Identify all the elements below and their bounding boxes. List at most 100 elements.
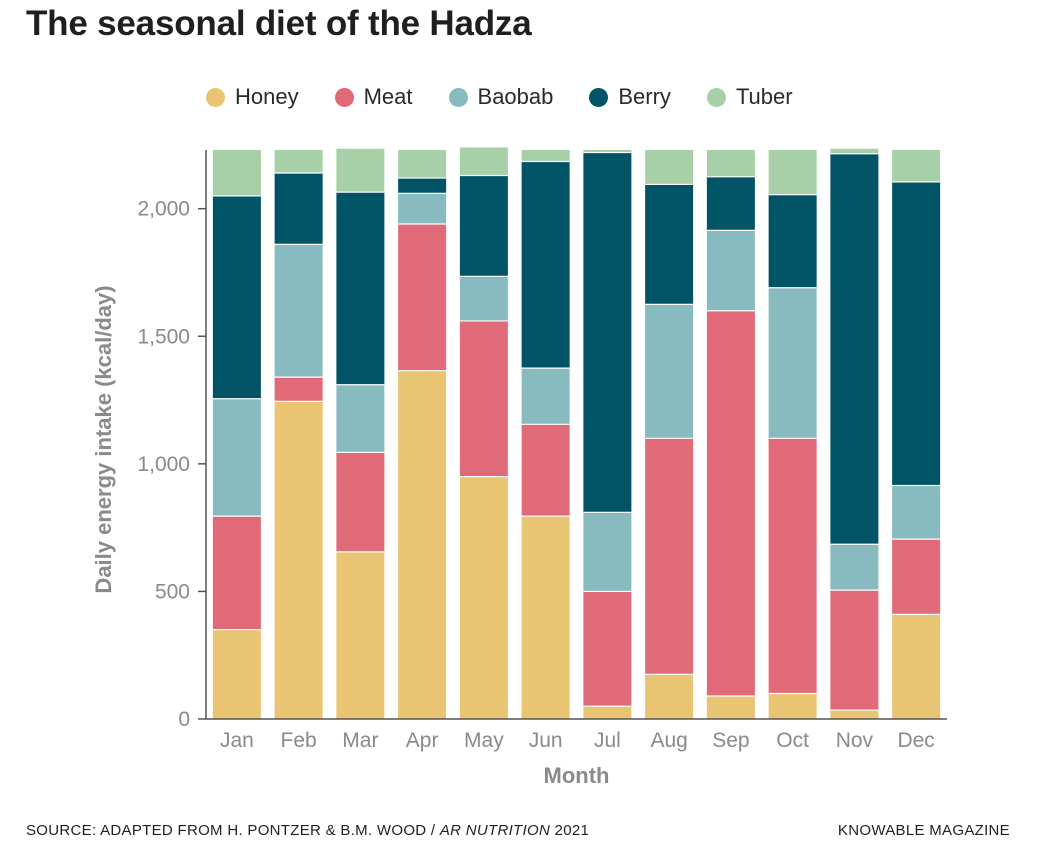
- bar-dec-tuber: [892, 150, 941, 182]
- bar-apr-honey: [398, 370, 447, 719]
- bar-aug-meat: [645, 438, 694, 675]
- bar-aug-tuber: [645, 150, 694, 185]
- bar-sep-meat: [706, 310, 755, 697]
- bar-feb-berry: [274, 172, 323, 245]
- bar-oct-tuber: [768, 150, 817, 195]
- legend-label-honey: Honey: [235, 84, 299, 109]
- source-year: 2021: [550, 822, 590, 839]
- chart-title: The seasonal diet of the Hadza: [26, 4, 532, 43]
- bar-sep-honey: [706, 696, 755, 719]
- bar-nov-berry: [830, 153, 879, 545]
- legend-label-berry: Berry: [618, 84, 671, 109]
- y-tick-label: 2,000: [137, 198, 190, 221]
- legend-swatch-baobab: [448, 87, 468, 107]
- source-credit: SOURCE: ADAPTED FROM H. PONTZER & B.M. W…: [26, 822, 589, 839]
- bar-apr-meat: [398, 224, 447, 371]
- bar-nov-meat: [830, 590, 879, 711]
- bar-jun-baobab: [521, 368, 570, 425]
- bar-feb-meat: [274, 377, 323, 402]
- bar-jul-meat: [583, 591, 632, 707]
- x-tick-label-nov: Nov: [836, 729, 874, 752]
- bar-oct-baobab: [768, 287, 817, 439]
- bar-sep-berry: [706, 176, 755, 231]
- bar-feb-honey: [274, 401, 323, 719]
- x-tick-label-jul: Jul: [594, 729, 621, 752]
- bar-may-meat: [459, 320, 508, 477]
- bar-apr-tuber: [398, 150, 447, 179]
- x-tick-label-jan: Jan: [220, 729, 254, 752]
- bar-oct-honey: [768, 693, 817, 719]
- bar-jun-berry: [521, 161, 570, 369]
- x-tick-label-jun: Jun: [529, 729, 563, 752]
- legend-swatch-berry: [589, 87, 609, 107]
- legend-item-tuber: Tuber: [706, 84, 793, 110]
- x-tick-label-oct: Oct: [776, 729, 809, 752]
- bar-may-baobab: [459, 276, 508, 321]
- bar-aug-berry: [645, 184, 694, 305]
- legend-item-honey: Honey: [206, 84, 299, 110]
- bar-oct-meat: [768, 438, 817, 694]
- bar-jan-berry: [212, 195, 261, 399]
- bar-aug-honey: [645, 674, 694, 719]
- bar-dec-meat: [892, 539, 941, 615]
- y-tick-label: 500: [155, 580, 190, 603]
- bar-jan-meat: [212, 516, 261, 630]
- bar-feb-tuber: [274, 150, 323, 173]
- bar-may-tuber: [459, 147, 508, 176]
- bar-may-honey: [459, 476, 508, 719]
- source-publication: AR NUTRITION: [439, 822, 551, 839]
- bar-mar-honey: [336, 551, 385, 719]
- legend-item-berry: Berry: [589, 84, 671, 110]
- y-tick-label: 0: [178, 708, 190, 731]
- bar-dec-baobab: [892, 485, 941, 540]
- bar-feb-baobab: [274, 244, 323, 378]
- bar-aug-baobab: [645, 304, 694, 439]
- bar-nov-baobab: [830, 544, 879, 591]
- source-text: SOURCE: ADAPTED FROM H. PONTZER & B.M. W…: [26, 822, 440, 839]
- bar-jan-tuber: [212, 150, 261, 196]
- bar-jun-honey: [521, 516, 570, 719]
- bar-jul-berry: [583, 152, 632, 513]
- bar-oct-berry: [768, 194, 817, 288]
- bar-mar-baobab: [336, 384, 385, 453]
- y-tick-label: 1,000: [137, 453, 190, 476]
- bar-mar-tuber: [336, 148, 385, 193]
- legend-label-meat: Meat: [363, 84, 413, 109]
- bar-dec-honey: [892, 614, 941, 719]
- bar-jul-baobab: [583, 512, 632, 592]
- bar-may-berry: [459, 175, 508, 277]
- bar-jul-honey: [583, 706, 632, 719]
- bar-sep-tuber: [706, 150, 755, 177]
- legend-swatch-meat: [334, 87, 354, 107]
- bar-apr-berry: [398, 178, 447, 194]
- y-tick-label: 1,500: [137, 325, 190, 348]
- legend-swatch-tuber: [706, 87, 726, 107]
- legend-label-tuber: Tuber: [735, 84, 793, 109]
- bar-dec-berry: [892, 181, 941, 486]
- legend-item-baobab: Baobab: [448, 84, 554, 110]
- bar-sep-baobab: [706, 230, 755, 311]
- bar-jan-honey: [212, 629, 261, 719]
- bar-mar-meat: [336, 452, 385, 552]
- bar-nov-tuber: [830, 148, 879, 154]
- bar-jun-tuber: [521, 150, 570, 162]
- x-tick-label-may: May: [464, 729, 504, 752]
- y-axis-label: Daily energy intake (kcal/day): [91, 285, 116, 593]
- stacked-bar-chart: Jan Feb Mar Apr May Jun Jul Aug Sep Oct Nov Dec 0 500…: [91, 147, 947, 788]
- legend-swatch-honey: [206, 87, 225, 107]
- brand-credit: KNOWABLE MAGAZINE: [837, 822, 1010, 839]
- chart-legend: Honey Meat Baobab Berry Tuber: [206, 82, 829, 112]
- x-tick-label-aug: Aug: [650, 729, 687, 752]
- x-axis-label: Month: [544, 763, 610, 788]
- bar-jul-tuber: [583, 150, 632, 153]
- bar-apr-baobab: [398, 193, 447, 224]
- legend-item-meat: Meat: [334, 84, 413, 110]
- bar-jan-baobab: [212, 398, 261, 517]
- x-tick-label-apr: Apr: [406, 729, 439, 752]
- x-tick-label-mar: Mar: [342, 729, 378, 752]
- x-tick-label-feb: Feb: [281, 729, 317, 752]
- bar-jun-meat: [521, 424, 570, 517]
- bar-nov-honey: [830, 710, 879, 719]
- x-tick-label-sep: Sep: [712, 729, 749, 752]
- legend-label-baobab: Baobab: [477, 84, 554, 109]
